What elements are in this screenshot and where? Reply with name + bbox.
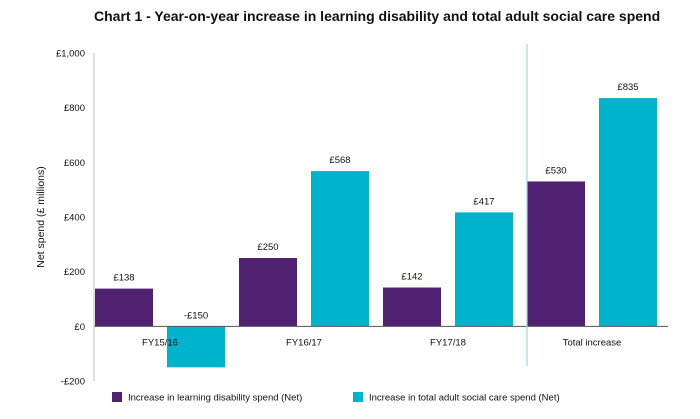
bar-adult-social-care-1 bbox=[311, 171, 369, 327]
bar-adult-social-care-2 bbox=[455, 212, 513, 327]
legend-swatch bbox=[112, 392, 122, 402]
data-labels: £138 £250 £142 £530 -£150 £568 £417 £835 bbox=[113, 82, 638, 321]
bars bbox=[95, 98, 657, 368]
legend: Increase in learning disability spend (N… bbox=[112, 392, 560, 404]
legend-label: Increase in learning disability spend (N… bbox=[128, 393, 302, 404]
bar-adult-social-care-3 bbox=[599, 98, 657, 327]
y-tick-label: -£200 bbox=[61, 377, 85, 388]
y-axis-ticks: -£200 £0 £200 £400 £600 £800 £1,000 bbox=[56, 49, 85, 388]
y-tick-label: £0 bbox=[74, 322, 85, 333]
data-label: £417 bbox=[473, 196, 494, 207]
legend-swatch bbox=[353, 392, 363, 402]
category-label: Total increase bbox=[563, 337, 622, 348]
category-label: FY17/18 bbox=[430, 337, 466, 348]
data-label: -£150 bbox=[184, 310, 208, 321]
bar-learning-disability-0 bbox=[95, 288, 153, 327]
data-label: £250 bbox=[257, 242, 278, 253]
category-labels: FY15/16 FY16/17 FY17/18 Total increase bbox=[142, 337, 621, 348]
y-tick-label: £200 bbox=[64, 267, 85, 278]
bar-learning-disability-3 bbox=[527, 181, 585, 327]
bar-adult-social-care-0 bbox=[167, 326, 225, 368]
category-label: FY15/16 bbox=[142, 337, 178, 348]
data-label: £138 bbox=[113, 273, 134, 284]
data-label: £530 bbox=[545, 165, 566, 176]
y-tick-label: £1,000 bbox=[56, 49, 85, 60]
bar-learning-disability-1 bbox=[239, 258, 297, 327]
y-axis-label: Net spend (£ millions) bbox=[35, 166, 47, 268]
y-tick-label: £400 bbox=[64, 213, 85, 224]
bar-learning-disability-2 bbox=[383, 287, 441, 327]
legend-label: Increase in total adult social care spen… bbox=[369, 393, 560, 404]
data-label: £568 bbox=[329, 155, 350, 166]
chart-title: Chart 1 - Year-on-year increase in learn… bbox=[94, 8, 660, 24]
category-label: FY16/17 bbox=[286, 337, 322, 348]
data-label: £142 bbox=[401, 272, 422, 283]
y-tick-label: £600 bbox=[64, 158, 85, 169]
y-tick-label: £800 bbox=[64, 103, 85, 114]
data-label: £835 bbox=[617, 82, 638, 93]
